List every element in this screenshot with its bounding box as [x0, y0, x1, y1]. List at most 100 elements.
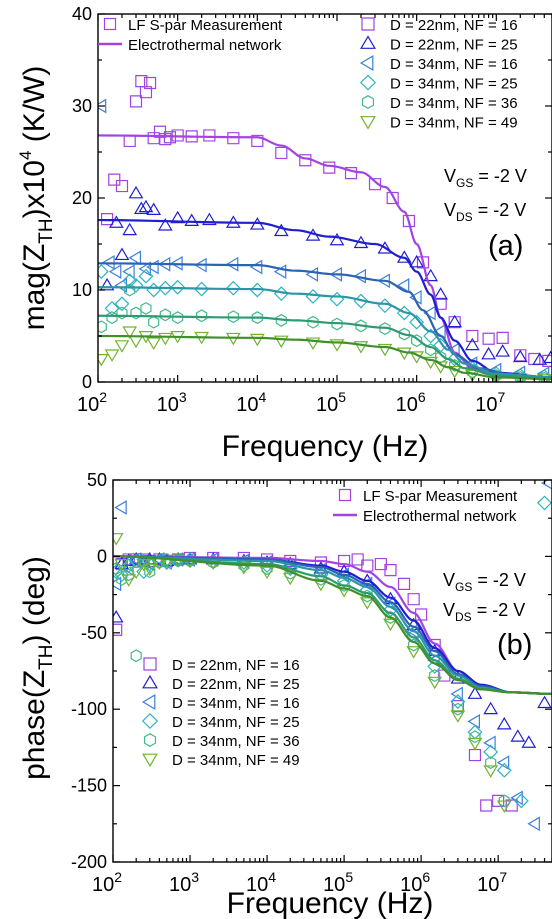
y-title-sub: TH [36, 218, 57, 243]
data-point [116, 572, 128, 586]
legend-label: LF S-par Measurement [363, 488, 518, 505]
data-point [99, 277, 115, 291]
data-point [133, 201, 149, 215]
legend-label: D = 34nm, NF = 25 [172, 714, 300, 731]
legend-label: D = 34nm, NF = 16 [390, 56, 518, 73]
data-point [249, 333, 265, 347]
x-tick-label: 103 [157, 389, 187, 416]
legend-marker-swatch [142, 674, 158, 689]
data-point [411, 334, 423, 348]
data-point [435, 350, 447, 364]
data-point [128, 277, 144, 293]
data-point [305, 288, 321, 304]
data-point [329, 339, 345, 352]
data-point [396, 278, 410, 293]
data-point [275, 146, 288, 160]
data-point [512, 349, 528, 363]
legend-label: D = 22nm, NF = 25 [172, 676, 300, 693]
data-point [225, 280, 241, 296]
legend-label: D = 34nm, NF = 49 [390, 115, 518, 132]
data-point [129, 95, 143, 108]
panel-a-fit-lines [98, 134, 552, 381]
data-point [527, 816, 540, 832]
data-point [157, 218, 173, 231]
data-point [172, 311, 184, 325]
legend-label: D = 22nm, NF = 16 [390, 17, 518, 34]
data-point [377, 343, 393, 357]
condition-value: = -2 V [472, 570, 526, 590]
data-point [464, 337, 480, 351]
y-tick-label: -200 [71, 852, 107, 872]
x-tick-base: 10 [77, 394, 99, 416]
data-point [299, 154, 312, 167]
y-tick-label: 0 [97, 546, 107, 566]
y-title-sup: 4 [16, 151, 35, 160]
data-point [450, 694, 466, 710]
data-point [148, 315, 160, 329]
data-point [98, 320, 107, 334]
data-point [469, 730, 481, 744]
legend-marker-swatch [103, 17, 117, 31]
data-point [449, 358, 461, 372]
panel-b-label: (b) [497, 629, 532, 661]
data-point [122, 326, 138, 339]
data-point [159, 308, 171, 322]
data-point [496, 800, 512, 813]
x-tick-exponent: 4 [259, 389, 267, 405]
panel-a-legend: LF S-par Measurement Electrothermal netwo… [98, 17, 527, 224]
fit-line-5 [98, 314, 552, 380]
data-point [383, 618, 398, 632]
condition-subscript: GS [456, 176, 473, 190]
data-point [406, 646, 422, 659]
data-point [353, 341, 369, 354]
legend-marker-swatch [338, 488, 352, 502]
data-point [483, 744, 499, 760]
data-point [114, 296, 130, 312]
series-markers-3 [113, 480, 552, 832]
y-tick-label: 40 [72, 4, 92, 24]
data-point [450, 710, 466, 723]
data-point [466, 329, 479, 343]
data-point [147, 132, 160, 145]
data-point [329, 232, 345, 246]
y-title-unit: (K/W) [18, 66, 51, 151]
y-tick-label: -50 [81, 623, 107, 643]
y-tick-label: 0 [82, 372, 92, 392]
bias-condition: VDS = -2 V [443, 600, 525, 624]
x-tick-label: 102 [77, 389, 107, 416]
data-point [361, 559, 374, 572]
x-tick-label: 102 [92, 869, 122, 896]
data-point [139, 86, 153, 99]
data-point [425, 343, 437, 357]
condition-symbol: V [444, 166, 456, 186]
data-point [273, 335, 289, 349]
data-point [185, 130, 198, 143]
x-tick-exponent: 7 [498, 389, 506, 405]
data-point [114, 340, 130, 353]
data-point [482, 332, 495, 345]
x-tick-base: 10 [169, 874, 191, 896]
data-point [113, 533, 124, 546]
data-point [384, 564, 397, 577]
x-tick-label: 107 [475, 389, 505, 416]
legend-label: D = 34nm, NF = 49 [172, 752, 300, 769]
x-tick-exponent: 3 [191, 869, 199, 885]
data-point [407, 593, 420, 606]
data-point [480, 799, 493, 812]
x-tick-base: 10 [323, 874, 345, 896]
y-title-main: phase(Z [18, 670, 51, 780]
legend-marker-swatch [143, 657, 157, 671]
fit-line-2 [98, 218, 552, 379]
data-point [159, 133, 172, 146]
panel-b-legend: LF S-par Measurement Electrothermal netwo… [141, 488, 526, 769]
data-point [415, 608, 428, 621]
data-point [273, 223, 289, 237]
data-point [468, 748, 482, 762]
data-point [157, 280, 173, 296]
x-tick-label: 105 [316, 389, 346, 416]
data-point [184, 213, 200, 226]
